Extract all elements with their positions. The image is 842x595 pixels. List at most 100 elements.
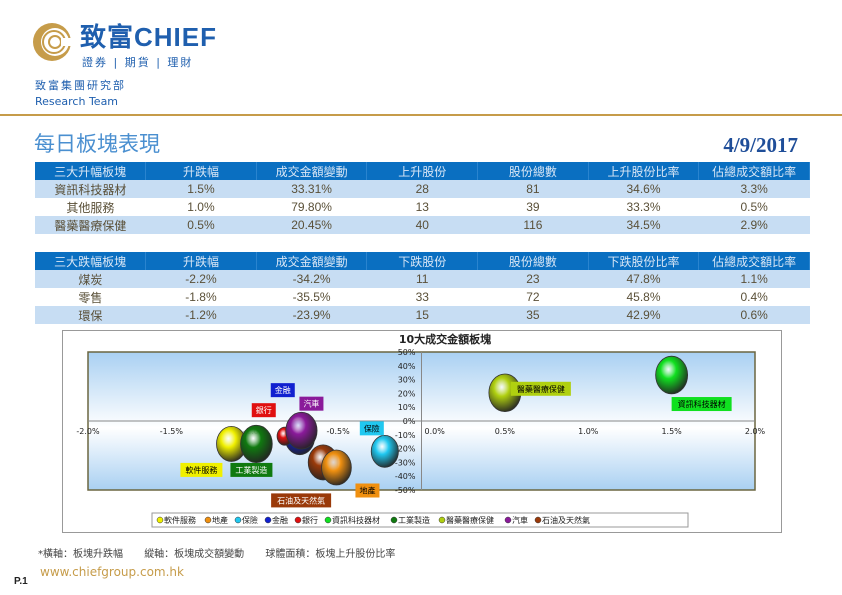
- column-header: 三大升幅板塊: [35, 162, 147, 180]
- y-tick-label: 20%: [398, 389, 416, 398]
- y-tick-label: -20%: [395, 445, 416, 454]
- column-header: 股份總數: [477, 252, 589, 270]
- table-cell: 資訊科技器材: [35, 180, 146, 198]
- bubble-2: [370, 434, 399, 468]
- table-row: 資訊科技器材 1.5% 33.31% 28 81 34.6% 3.3%: [35, 180, 810, 198]
- y-tick-label: 10%: [398, 403, 416, 412]
- table-cell: -1.2%: [145, 306, 257, 324]
- table-cell: 34.6%: [588, 180, 699, 198]
- legend-box: [151, 512, 689, 528]
- legend-marker: [390, 516, 398, 524]
- legend-marker: [264, 516, 272, 524]
- table-cell: 0.4%: [740, 290, 768, 304]
- y-tick-label: 30%: [398, 376, 416, 385]
- y-tick-label: -10%: [395, 431, 416, 440]
- department-name: 致富集團研究部: [35, 79, 126, 92]
- bubble-label-bg: [271, 493, 332, 508]
- table-cell: 47.8%: [588, 270, 699, 288]
- table-cell: -2.2%: [145, 270, 257, 288]
- table-cell: 1.1%: [698, 270, 810, 288]
- column-header: 上升股份比率: [588, 162, 700, 180]
- table-cell: 13: [415, 200, 429, 214]
- table-cell: 72: [526, 290, 540, 304]
- bubble-label-bg: [299, 396, 324, 411]
- page-number: P.1: [14, 576, 28, 587]
- legend-marker: [534, 516, 542, 524]
- table-cell: 23: [477, 270, 589, 288]
- bubble-label-bg: [510, 381, 571, 396]
- table-cell: 1.5%: [145, 180, 257, 198]
- table-header-row: 三大升幅板塊 升跌幅 成交金額變動 上升股份 股份總數 上升股份比率 佔總成交額比率: [35, 162, 810, 180]
- table-cell: 1.0%: [187, 200, 215, 214]
- bubble-1: [321, 449, 352, 486]
- bubble-5: [655, 355, 689, 395]
- table-cell: 81: [477, 180, 589, 198]
- x-tick-label: -0.5%: [327, 427, 351, 436]
- legend-label: 工業製造: [398, 515, 430, 525]
- bubble-label-bg: [359, 421, 384, 436]
- x-tick-label: 1.0%: [578, 427, 599, 436]
- table-cell: 零售: [78, 290, 103, 305]
- bubble-label: 汽車: [303, 399, 319, 409]
- y-tick-label: 50%: [398, 348, 416, 357]
- table-cell: 33.3%: [626, 200, 661, 214]
- bubble-label: 金融: [275, 385, 291, 395]
- legend-marker: [234, 516, 242, 524]
- table-cell: -34.2%: [256, 270, 367, 288]
- bubble-label: 醫藥醫療保健: [517, 384, 565, 394]
- column-header: 下跌股份: [366, 252, 479, 270]
- table-cell: 0.5%: [145, 216, 257, 234]
- website-link[interactable]: www.chiefgroup.com.hk: [40, 565, 184, 579]
- y-tick-label: -50%: [395, 486, 416, 495]
- x-tick-label: 0.0%: [425, 427, 446, 436]
- brand-tagline: 證券 | 期貨 | 理財: [82, 56, 194, 69]
- page-title: 每日板塊表現: [34, 132, 160, 156]
- bubble-label: 軟件服務: [185, 465, 217, 475]
- report-date: 4/9/2017: [723, 133, 798, 157]
- legend-marker: [438, 516, 446, 524]
- table-cell: 45.8%: [626, 290, 661, 304]
- legend-label: 銀行: [302, 515, 318, 525]
- y-tick-label: 0%: [403, 417, 416, 426]
- table-row: 煤炭 -2.2% -34.2% 11 23 47.8% 1.1%: [35, 270, 810, 288]
- footnote-y-axis: 縱軸：板塊成交額變動: [144, 549, 245, 560]
- legend-marker: [324, 516, 332, 524]
- legend-label: 軟件服務: [164, 515, 196, 525]
- table-cell: -23.9%: [256, 306, 367, 324]
- table-row: 環保 -1.2% -23.9% 15 35 42.9% 0.6%: [35, 306, 810, 324]
- legend-label: 金融: [272, 515, 288, 525]
- legend-label: 資訊科技器材: [332, 515, 380, 525]
- team-name: Research Team: [35, 95, 119, 108]
- x-tick-label: 0.5%: [495, 427, 516, 436]
- chart-title: 10大成交金額板塊: [399, 332, 491, 346]
- table-cell: 0.5%: [740, 200, 768, 214]
- legend-label: 保險: [242, 515, 258, 525]
- bubble-label-bg: [251, 403, 276, 418]
- bubble-label: 石油及天然氣: [277, 495, 325, 505]
- table-row: 其他服務 1.0% 79.80% 13 39 33.3% 0.5%: [35, 198, 810, 216]
- table-cell: 2.9%: [698, 216, 810, 234]
- x-tick-label: 1.5%: [661, 427, 682, 436]
- footnote-bubble: 球體面積：板塊上升股份比率: [265, 549, 396, 560]
- table-row: 醫藥醫療保健 0.5% 20.45% 40 116 34.5% 2.9%: [35, 216, 810, 234]
- table-row: 零售 -1.8% -35.5% 33 72 45.8% 0.4%: [35, 288, 810, 306]
- column-header: 升跌幅: [145, 162, 257, 180]
- brand-logo-text: 致富CHIEF: [80, 22, 218, 52]
- column-header: 成交金額變動: [256, 162, 368, 180]
- bubble-label-bg: [355, 483, 380, 498]
- bubble-label-bg: [180, 462, 223, 477]
- bubble-8: [285, 411, 318, 450]
- x-tick-label: -2.0%: [76, 427, 100, 436]
- table-cell: 35: [477, 306, 589, 324]
- column-header: 升跌幅: [145, 252, 257, 270]
- table-cell: 煤炭: [35, 270, 146, 288]
- bubble-label-bg: [270, 383, 295, 398]
- legend-marker: [504, 516, 512, 524]
- column-header: 股份總數: [477, 162, 589, 180]
- chart-frame: [62, 330, 782, 533]
- bottom-sectors-table: 三大跌幅板塊 升跌幅 成交金額變動 下跌股份 股份總數 下跌股份比率 佔總成交額比率 煤炭 -2…: [35, 252, 810, 324]
- table-cell: 11: [366, 270, 478, 288]
- table-cell: 其他服務: [66, 200, 115, 215]
- column-header: 成交金額變動: [256, 252, 368, 270]
